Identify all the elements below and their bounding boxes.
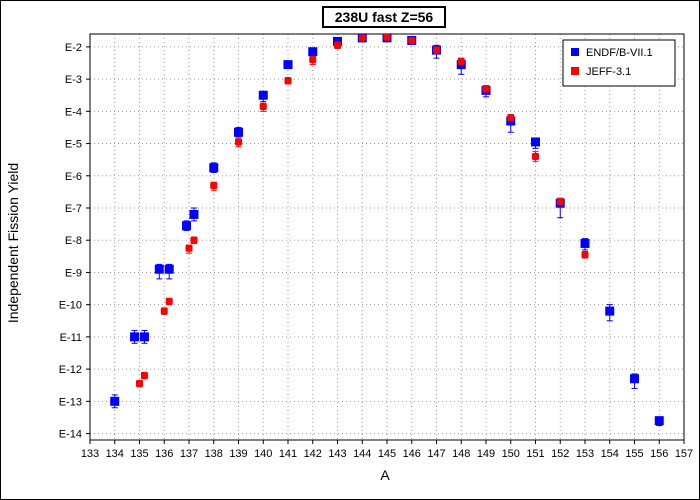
data-point — [457, 57, 465, 65]
data-point — [532, 152, 539, 160]
data-point — [507, 114, 515, 122]
y-tick-label: E-2 — [65, 42, 82, 54]
x-tick-label: 142 — [304, 448, 322, 460]
x-tick-label: 145 — [378, 448, 396, 460]
x-tick-label: 141 — [279, 448, 297, 460]
x-tick-label: 144 — [353, 448, 371, 460]
x-tick-label: 157 — [675, 448, 693, 460]
data-point — [185, 244, 193, 252]
data-point — [235, 138, 242, 146]
y-tick-label: E-4 — [65, 106, 82, 118]
legend: ENDF/B-VII.1 JEFF-3.1 — [562, 39, 676, 87]
x-tick-label: 149 — [477, 448, 495, 460]
axis-ticks: 133 134 135 136 137 138 139 140 141 142 143 144 145 1… — [59, 42, 693, 460]
x-tick-label: 151 — [526, 448, 544, 460]
x-tick-label: 133 — [81, 448, 99, 460]
data-point — [581, 251, 589, 259]
x-tick-label: 136 — [155, 448, 173, 460]
data-point — [283, 60, 293, 70]
data-point — [408, 36, 416, 44]
data-point — [654, 416, 664, 426]
y-tick-label: E-5 — [65, 139, 82, 151]
data-point — [358, 34, 366, 42]
data-point — [259, 103, 267, 110]
x-tick-label: 156 — [650, 448, 668, 460]
legend-label: ENDF/B-VII.1 — [586, 47, 653, 59]
data-point — [284, 77, 292, 85]
y-tick-label: E-8 — [65, 235, 82, 247]
y-tick-label: E-10 — [59, 300, 82, 312]
data-point — [136, 380, 143, 388]
data-point — [154, 264, 164, 274]
data-point — [531, 137, 540, 147]
y-tick-label: E-14 — [59, 429, 82, 441]
x-tick-label: 143 — [328, 448, 346, 460]
data-point — [189, 209, 199, 219]
data-point — [333, 36, 342, 46]
data-point — [140, 372, 148, 380]
data-point — [334, 41, 341, 49]
data-point — [110, 396, 120, 406]
x-tick-label: 138 — [205, 448, 223, 460]
x-tick-label: 139 — [229, 448, 247, 460]
data-point — [308, 47, 318, 57]
y-tick-label: E-7 — [65, 203, 82, 215]
x-tick-label: 137 — [180, 448, 198, 460]
legend-label: JEFF-3.1 — [586, 66, 631, 78]
legend-marker — [571, 48, 579, 56]
x-tick-label: 134 — [106, 448, 124, 460]
data-point — [309, 56, 317, 64]
data-point — [605, 306, 615, 316]
data-point — [164, 264, 174, 274]
data-point — [139, 332, 149, 342]
x-tick-label: 150 — [502, 448, 520, 460]
legend-box — [562, 39, 676, 87]
data-point — [190, 236, 198, 244]
chart-title: 238U fast Z=56 — [322, 6, 446, 28]
x-axis-title: A — [380, 467, 390, 483]
grid — [90, 34, 684, 440]
x-tick-label: 148 — [452, 448, 470, 460]
data-point — [556, 198, 564, 206]
data-point — [130, 332, 140, 342]
data-point — [580, 238, 590, 248]
data-point — [165, 297, 173, 305]
data-point — [209, 163, 219, 173]
data-point — [182, 221, 192, 231]
data-point — [383, 33, 391, 41]
data-point — [630, 374, 639, 384]
y-tick-label: E-12 — [59, 364, 82, 376]
x-tick-label: 155 — [625, 448, 643, 460]
x-tick-label: 147 — [427, 448, 445, 460]
series-jeff — [136, 33, 589, 388]
x-tick-label: 135 — [130, 448, 148, 460]
y-tick-label: E-11 — [60, 332, 82, 344]
y-tick-label: E-3 — [65, 74, 82, 86]
x-tick-label: 146 — [403, 448, 421, 460]
data-point — [210, 181, 218, 189]
data-point — [433, 46, 440, 54]
y-tick-label: E-13 — [59, 396, 82, 408]
series-layer — [110, 33, 664, 426]
x-tick-label: 154 — [601, 448, 619, 460]
legend-marker — [571, 67, 579, 75]
y-axis-title: Independent Fission Yield — [5, 163, 21, 323]
data-point — [234, 127, 243, 137]
x-tick-label: 140 — [254, 448, 272, 460]
y-tick-label: E-9 — [65, 267, 82, 279]
x-tick-label: 152 — [551, 448, 569, 460]
data-point — [160, 307, 168, 315]
y-tick-label: E-6 — [65, 171, 82, 183]
data-point — [258, 90, 268, 100]
x-tick-label: 153 — [576, 448, 594, 460]
data-point — [482, 85, 490, 93]
